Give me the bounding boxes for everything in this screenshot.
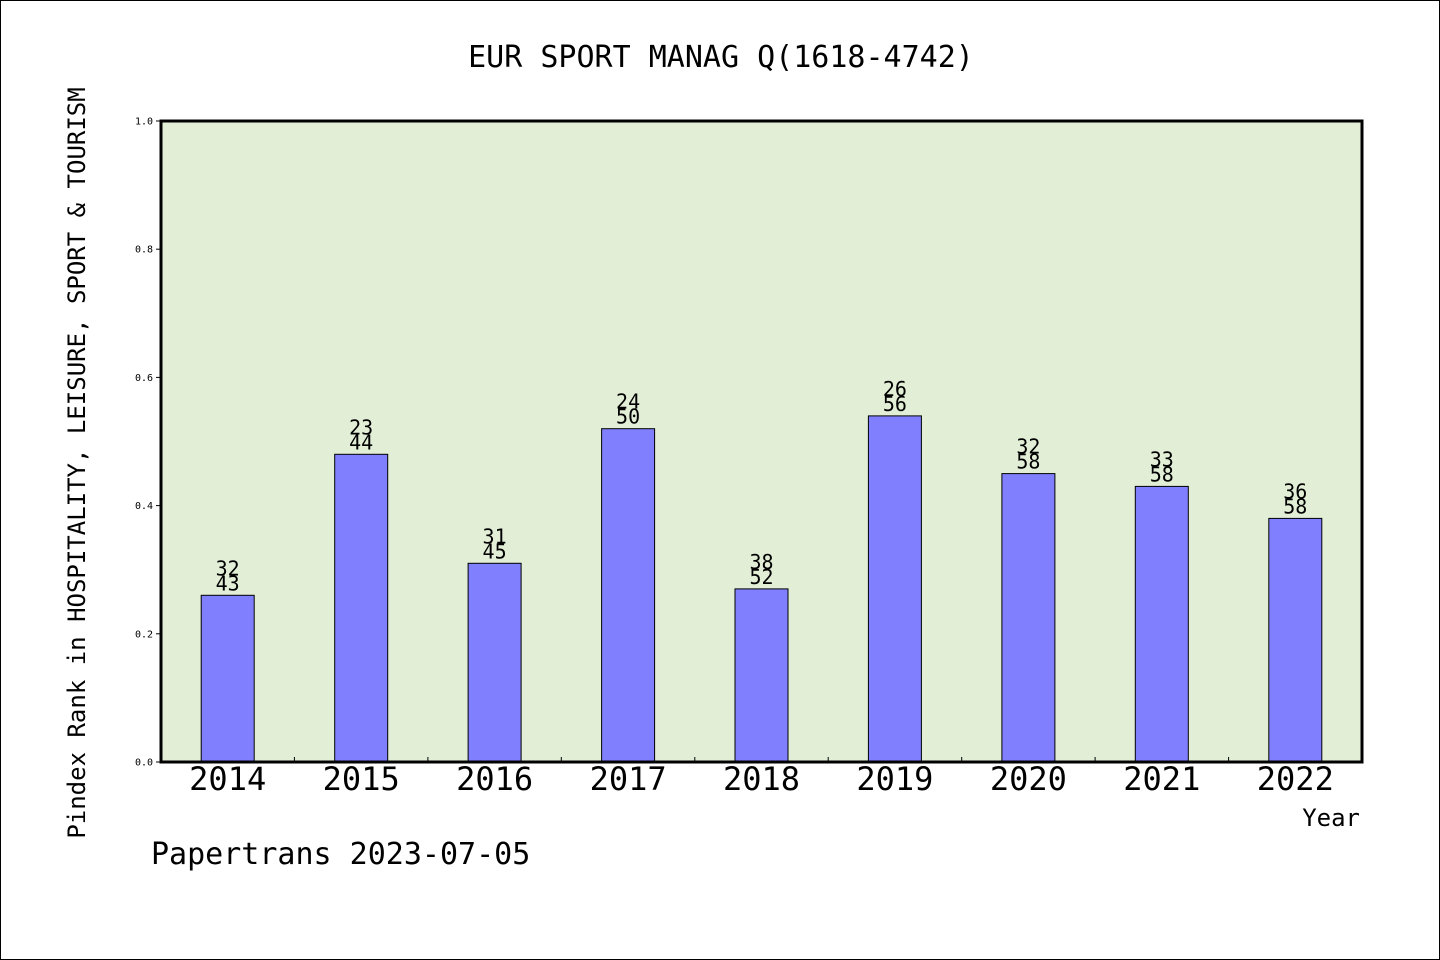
bar-rank-label-2020: 32 — [1016, 435, 1040, 459]
bar-rank-label-2022: 36 — [1283, 479, 1307, 503]
bar-2015 — [334, 453, 389, 763]
x-axis-label: Year — [1302, 804, 1360, 832]
bar-rank-label-2017: 24 — [616, 390, 640, 414]
bar-total-label-2015: 44 — [349, 430, 373, 454]
x-tick-label-2021: 2021 — [1123, 760, 1200, 798]
bar-total-label-2021: 58 — [1150, 462, 1174, 486]
x-tick-label-2015: 2015 — [323, 760, 400, 798]
bar-rank-label-2014: 32 — [216, 556, 240, 580]
footer-date-label: Papertrans 2023-07-05 — [151, 837, 530, 872]
bar-total-label-2017: 50 — [616, 405, 640, 429]
bar-2017 — [601, 428, 656, 763]
plot-border — [159, 119, 1364, 764]
bar-2022 — [1268, 517, 1323, 763]
bar-total-label-2020: 58 — [1016, 450, 1040, 474]
bar-2018 — [734, 588, 789, 763]
y-axis-label: Pindex Rank in HOSPITALITY, LEISURE, SPO… — [63, 87, 91, 838]
bar-2021 — [1134, 485, 1189, 763]
bar-2014 — [200, 594, 255, 763]
y-tick-label-0.8: 0.8 — [135, 245, 153, 256]
y-axis: 0.0 0.2 0.4 0.6 0.8 1.0 — [135, 117, 161, 769]
y-tick-label-0.6: 0.6 — [135, 373, 153, 384]
bar-rank-label-2016: 31 — [483, 524, 507, 548]
bar-rank-label-2018: 38 — [749, 550, 773, 574]
x-tick-label-2019: 2019 — [856, 760, 933, 798]
y-tick-label-0.4: 0.4 — [135, 501, 153, 512]
x-axis: 2014 2015 2016 2017 2018 2019 2020 2021 2022 — [189, 757, 1334, 798]
x-tick-label-2017: 2017 — [590, 760, 667, 798]
x-tick-label-2014: 2014 — [189, 760, 266, 798]
bar-rank-label-2015: 23 — [349, 415, 373, 439]
bar-2020 — [1001, 473, 1056, 763]
y-tick-label-1.0: 1.0 — [135, 117, 153, 128]
x-tick-label-2018: 2018 — [723, 760, 800, 798]
bar-2016 — [467, 562, 522, 763]
x-tick-label-2020: 2020 — [990, 760, 1067, 798]
bar-total-label-2014: 43 — [216, 571, 240, 595]
x-tick-label-2016: 2016 — [456, 760, 533, 798]
bar-total-label-2018: 52 — [749, 565, 773, 589]
bar-rank-label-2021: 33 — [1150, 447, 1174, 471]
y-tick-label-0.0: 0.0 — [135, 758, 153, 769]
bar-2019 — [867, 415, 922, 763]
bar-total-label-2022: 58 — [1283, 494, 1307, 518]
x-tick-label-2022: 2022 — [1257, 760, 1334, 798]
chart-title: EUR SPORT MANAG Q(1618-4742) — [468, 40, 974, 75]
bar-rank-label-2019: 26 — [883, 377, 907, 401]
y-tick-label-0.2: 0.2 — [135, 629, 153, 640]
bar-total-label-2016: 45 — [483, 539, 507, 563]
bar-total-label-2019: 56 — [883, 392, 907, 416]
